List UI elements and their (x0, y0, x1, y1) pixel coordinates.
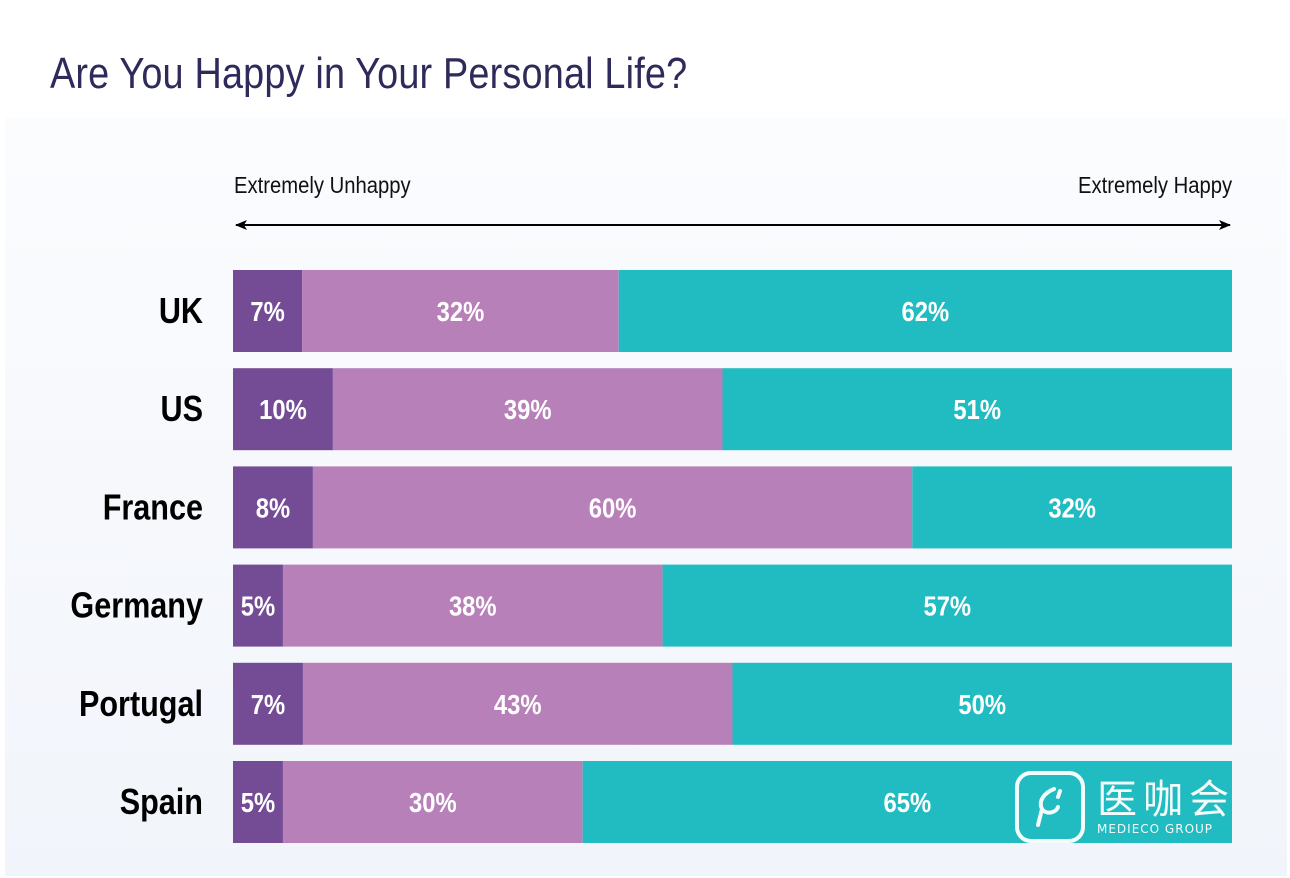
bar-segment-neutral (302, 270, 619, 352)
value-label: 8% (256, 492, 290, 524)
bar-segment-happy (662, 564, 1232, 647)
category-label: Spain (120, 783, 203, 823)
value-label: 57% (923, 590, 971, 622)
bar-row-uk: UK 7% 32% 62% (159, 270, 1232, 352)
bar-segment-happy (582, 761, 1232, 843)
value-label: 7% (251, 688, 285, 720)
bar-segment-happy (912, 466, 1232, 549)
bars-group: UK 7% 32% 62% US 10% 39% 51% France 8% 60% 32% Germa… (70, 270, 1232, 843)
value-label: 62% (902, 295, 950, 327)
bar-row-us: US 10% 39% 51% (161, 368, 1232, 451)
bar-segment-neutral (302, 662, 733, 745)
bar-segment-happy (732, 662, 1232, 745)
value-label: 10% (259, 393, 307, 425)
scale-label-left: Extremely Unhappy (234, 172, 411, 198)
bar-segment-neutral (282, 564, 663, 647)
category-label: France (103, 488, 203, 528)
bar-segment-unhappy (233, 270, 303, 352)
bar-row-portugal: Portugal 7% 43% 50% (79, 662, 1232, 745)
value-label: 60% (589, 492, 637, 524)
watermark: 医咖会 MEDIECO GROUP (1015, 768, 1255, 846)
bar-row-spain: Spain 5% 30% 65% (120, 761, 1232, 843)
value-label: 30% (409, 786, 457, 818)
bar-segment-unhappy (233, 662, 303, 745)
bar-segment-happy (618, 270, 1232, 352)
bar-segment-neutral (332, 368, 723, 451)
bar-segment-neutral (282, 761, 583, 843)
bar-segment-unhappy (233, 761, 283, 843)
value-label: 5% (241, 786, 275, 818)
value-label: 38% (449, 590, 497, 622)
value-label: 43% (494, 688, 542, 720)
watermark-logo-icon (1015, 771, 1085, 843)
scale-label-right: Extremely Happy (1077, 172, 1232, 198)
value-label: 5% (241, 590, 275, 622)
bar-row-france: France 8% 60% 32% (103, 466, 1232, 549)
value-label: 65% (884, 786, 932, 818)
value-label: 7% (250, 295, 284, 327)
bar-segment-happy (722, 368, 1232, 451)
value-label: 32% (1048, 492, 1096, 524)
value-label: 51% (953, 393, 1001, 425)
watermark-en-text: MEDIECO GROUP (1097, 822, 1214, 836)
value-label: 39% (504, 393, 552, 425)
value-label: 32% (437, 295, 485, 327)
watermark-cn-text: 医咖会 (1097, 777, 1235, 823)
bar-segment-neutral (312, 466, 913, 549)
category-label: UK (159, 292, 203, 332)
category-label: Portugal (79, 685, 203, 725)
bar-segment-unhappy (233, 466, 313, 549)
bar-row-germany: Germany 5% 38% 57% (70, 564, 1232, 647)
chart-title: Are You Happy in Your Personal Life? (50, 49, 688, 98)
value-label: 50% (958, 688, 1006, 720)
bar-segment-unhappy (233, 564, 283, 647)
category-label: Germany (70, 586, 203, 626)
bar-segment-unhappy (233, 368, 333, 451)
category-label: US (161, 390, 203, 430)
